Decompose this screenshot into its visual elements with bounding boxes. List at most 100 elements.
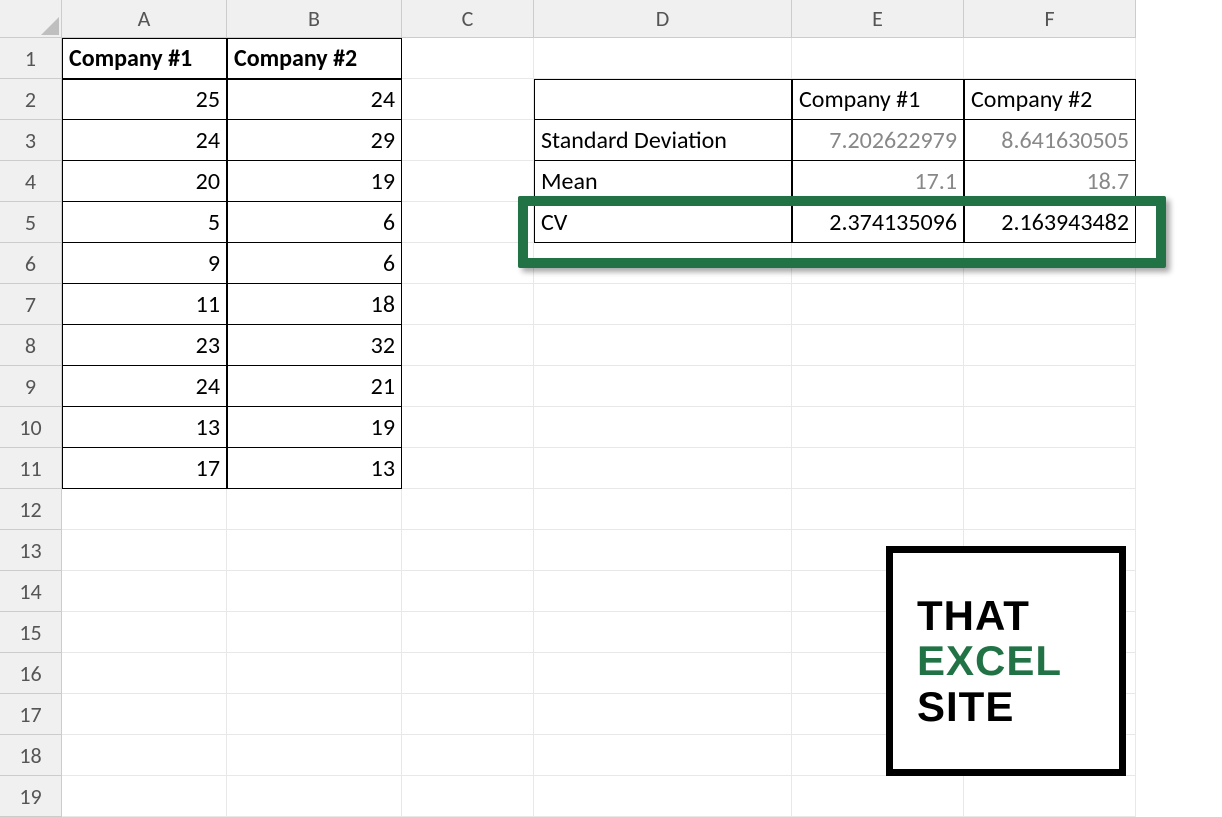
cell-E12[interactable] — [792, 489, 964, 530]
cell-C2[interactable] — [402, 79, 534, 120]
cell-C11[interactable] — [402, 448, 534, 489]
cell-B9[interactable]: 21 — [227, 366, 402, 407]
cell-A8[interactable]: 23 — [62, 325, 227, 366]
cell-D4[interactable]: Mean — [534, 161, 792, 202]
cell-E19[interactable] — [792, 776, 964, 817]
row-header-14[interactable]: 14 — [0, 571, 62, 612]
row-header-3[interactable]: 3 — [0, 120, 62, 161]
cell-D5[interactable]: CV — [534, 202, 792, 243]
row-header-7[interactable]: 7 — [0, 284, 62, 325]
cell-D2[interactable] — [534, 79, 792, 120]
cell-F6[interactable] — [964, 243, 1136, 284]
cell-F7[interactable] — [964, 284, 1136, 325]
row-header-13[interactable]: 13 — [0, 530, 62, 571]
cell-D19[interactable] — [534, 776, 792, 817]
cell-A18[interactable] — [62, 735, 227, 776]
cell-B1[interactable]: Company #2 — [227, 38, 402, 79]
cell-C10[interactable] — [402, 407, 534, 448]
row-header-8[interactable]: 8 — [0, 325, 62, 366]
cell-E9[interactable] — [792, 366, 964, 407]
cell-A19[interactable] — [62, 776, 227, 817]
cell-A12[interactable] — [62, 489, 227, 530]
column-header-c[interactable]: C — [402, 0, 534, 38]
cell-F12[interactable] — [964, 489, 1136, 530]
cell-D6[interactable] — [534, 243, 792, 284]
row-header-1[interactable]: 1 — [0, 38, 62, 79]
cell-D10[interactable] — [534, 407, 792, 448]
cell-C7[interactable] — [402, 284, 534, 325]
cell-A14[interactable] — [62, 571, 227, 612]
cell-C5[interactable] — [402, 202, 534, 243]
cell-C15[interactable] — [402, 612, 534, 653]
cell-A9[interactable]: 24 — [62, 366, 227, 407]
column-header-f[interactable]: F — [964, 0, 1136, 38]
cell-C6[interactable] — [402, 243, 534, 284]
cell-A5[interactable]: 5 — [62, 202, 227, 243]
cell-A6[interactable]: 9 — [62, 243, 227, 284]
cell-D18[interactable] — [534, 735, 792, 776]
cell-B17[interactable] — [227, 694, 402, 735]
cell-B7[interactable]: 18 — [227, 284, 402, 325]
cell-C19[interactable] — [402, 776, 534, 817]
cell-F10[interactable] — [964, 407, 1136, 448]
cell-A10[interactable]: 13 — [62, 407, 227, 448]
cell-D7[interactable] — [534, 284, 792, 325]
cell-B6[interactable]: 6 — [227, 243, 402, 284]
cell-E7[interactable] — [792, 284, 964, 325]
cell-D9[interactable] — [534, 366, 792, 407]
cell-A17[interactable] — [62, 694, 227, 735]
cell-A1[interactable]: Company #1 — [62, 38, 227, 79]
cell-D8[interactable] — [534, 325, 792, 366]
row-header-11[interactable]: 11 — [0, 448, 62, 489]
cell-B18[interactable] — [227, 735, 402, 776]
cell-C14[interactable] — [402, 571, 534, 612]
cell-B8[interactable]: 32 — [227, 325, 402, 366]
cell-F5[interactable]: 2.163943482 — [964, 202, 1136, 243]
cell-F11[interactable] — [964, 448, 1136, 489]
row-header-5[interactable]: 5 — [0, 202, 62, 243]
cell-B14[interactable] — [227, 571, 402, 612]
cell-D1[interactable] — [534, 38, 792, 79]
cell-D14[interactable] — [534, 571, 792, 612]
cell-F9[interactable] — [964, 366, 1136, 407]
row-header-15[interactable]: 15 — [0, 612, 62, 653]
column-header-d[interactable]: D — [534, 0, 792, 38]
cell-D17[interactable] — [534, 694, 792, 735]
cell-E3[interactable]: 7.202622979 — [792, 120, 964, 161]
cell-F4[interactable]: 18.7 — [964, 161, 1136, 202]
row-header-4[interactable]: 4 — [0, 161, 62, 202]
cell-E4[interactable]: 17.1 — [792, 161, 964, 202]
cell-A3[interactable]: 24 — [62, 120, 227, 161]
cell-E2[interactable]: Company #1 — [792, 79, 964, 120]
cell-A2[interactable]: 25 — [62, 79, 227, 120]
row-header-12[interactable]: 12 — [0, 489, 62, 530]
column-header-b[interactable]: B — [227, 0, 402, 38]
cell-A11[interactable]: 17 — [62, 448, 227, 489]
cell-D3[interactable]: Standard Deviation — [534, 120, 792, 161]
cell-C13[interactable] — [402, 530, 534, 571]
row-header-16[interactable]: 16 — [0, 653, 62, 694]
cell-B4[interactable]: 19 — [227, 161, 402, 202]
cell-F2[interactable]: Company #2 — [964, 79, 1136, 120]
cell-D16[interactable] — [534, 653, 792, 694]
cell-D11[interactable] — [534, 448, 792, 489]
cell-C1[interactable] — [402, 38, 534, 79]
cell-A16[interactable] — [62, 653, 227, 694]
row-header-2[interactable]: 2 — [0, 79, 62, 120]
cell-C9[interactable] — [402, 366, 534, 407]
column-header-a[interactable]: A — [62, 0, 227, 38]
cell-A7[interactable]: 11 — [62, 284, 227, 325]
cell-E8[interactable] — [792, 325, 964, 366]
cell-F19[interactable] — [964, 776, 1136, 817]
cell-F8[interactable] — [964, 325, 1136, 366]
cell-B5[interactable]: 6 — [227, 202, 402, 243]
cell-F1[interactable] — [964, 38, 1136, 79]
cell-C3[interactable] — [402, 120, 534, 161]
cell-E11[interactable] — [792, 448, 964, 489]
cell-B16[interactable] — [227, 653, 402, 694]
row-header-17[interactable]: 17 — [0, 694, 62, 735]
row-header-9[interactable]: 9 — [0, 366, 62, 407]
cell-B2[interactable]: 24 — [227, 79, 402, 120]
cell-B10[interactable]: 19 — [227, 407, 402, 448]
cell-E6[interactable] — [792, 243, 964, 284]
